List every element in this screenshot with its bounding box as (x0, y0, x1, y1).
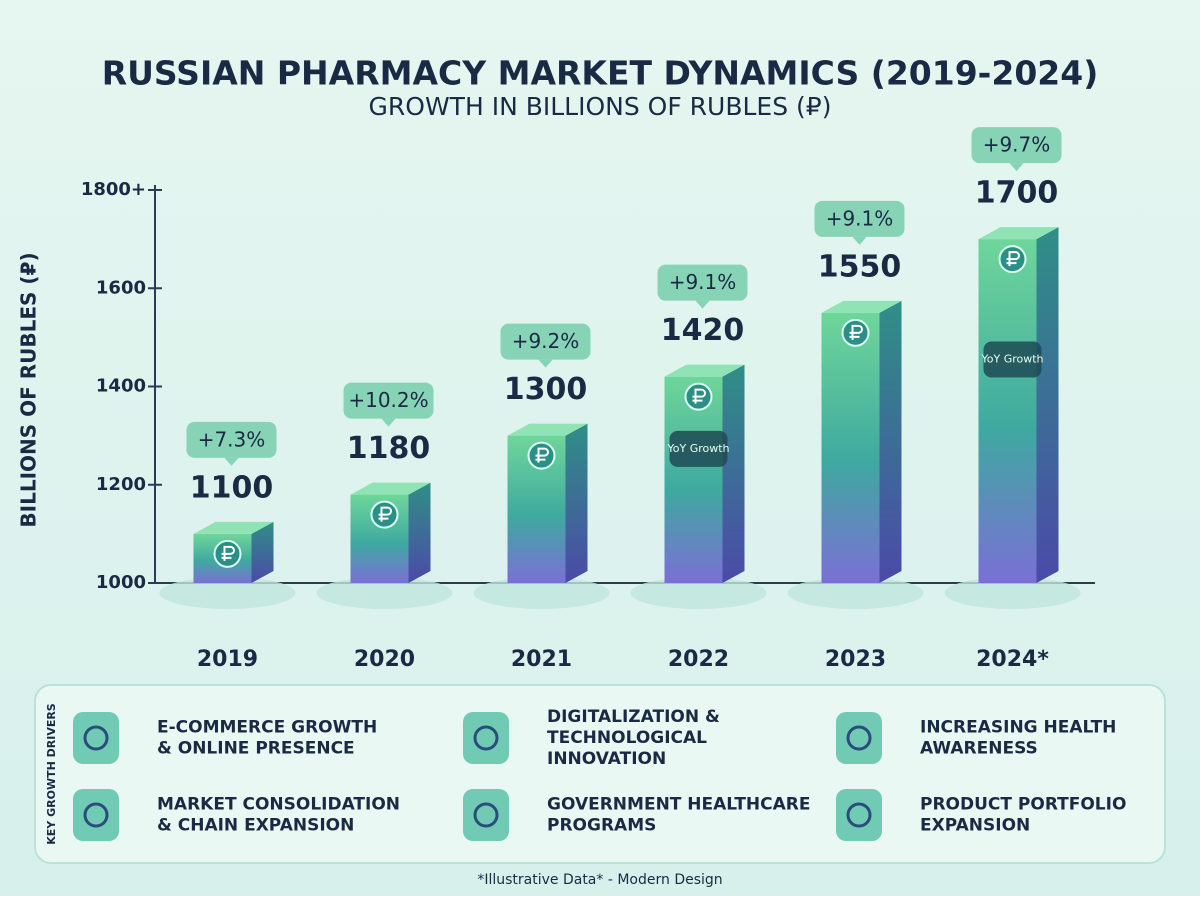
y-tick-label: 1200 (96, 474, 146, 495)
driver-icon-detail (473, 802, 499, 828)
driver-text: GOVERNMENT HEALTHCARE (547, 795, 810, 815)
x-tick-label: 2021 (511, 647, 572, 672)
x-tick-label: 2023 (825, 647, 886, 672)
bar-base (316, 577, 453, 609)
x-tick-label: 2024* (976, 647, 1049, 672)
driver-text: MARKET CONSOLIDATION (157, 795, 400, 815)
y-axis-label: BILLIONS OF RUBLES (₽) (17, 252, 41, 527)
driver-icon-detail (846, 802, 872, 828)
driver-text: TECHNOLOGICAL (547, 728, 707, 748)
value-label: 1100 (190, 470, 274, 505)
driver-icon (73, 789, 119, 841)
value-label: 1420 (661, 313, 745, 348)
driver-text: PROGRAMS (547, 816, 656, 836)
y-tick-label: 1000 (96, 572, 146, 593)
growth-label: +10.2% (348, 388, 428, 412)
driver-icon (836, 712, 882, 764)
bar-side (722, 364, 745, 583)
bar-base (630, 577, 767, 609)
value-label: 1180 (347, 431, 431, 466)
annotation-box (669, 430, 728, 467)
driver-text: & ONLINE PRESENCE (157, 739, 355, 759)
driver-icon-detail (473, 725, 499, 751)
driver-icon (73, 712, 119, 764)
driver-icon (463, 712, 509, 764)
ruble-glyph (378, 506, 392, 522)
ruble-glyph (849, 324, 863, 340)
bubble-pointer (1009, 163, 1024, 172)
y-tick-label: 1800+ (81, 179, 146, 200)
value-label: 1550 (818, 249, 902, 284)
y-tick-label: 1600 (96, 277, 146, 298)
annotation-box (983, 341, 1042, 378)
bar-base (787, 577, 924, 609)
driver-text: & CHAIN EXPANSION (157, 816, 354, 836)
driver-text: INCREASING HEALTH (920, 718, 1116, 738)
bar-top (507, 423, 588, 436)
growth-label: +9.1% (669, 270, 737, 294)
bar (978, 239, 1037, 583)
growth-label: +9.7% (983, 133, 1051, 157)
bar-side (1036, 227, 1059, 583)
chart-subtitle: GROWTH IN BILLIONS OF RUBLES (₽) (369, 92, 832, 121)
value-label: 1700 (975, 176, 1059, 211)
bar-base (944, 577, 1081, 609)
bar-top (664, 364, 745, 377)
bar-top (821, 300, 902, 313)
bar-side (565, 423, 588, 583)
bubble-pointer (538, 359, 553, 368)
driver-text: E-COMMERCE GROWTH (157, 718, 377, 738)
bar-base (473, 577, 610, 609)
ruble-glyph (1006, 251, 1020, 267)
bar-side (408, 482, 431, 583)
footer: *Illustrative Data* - Modern Design (477, 872, 722, 888)
bar-side (251, 521, 274, 583)
annotation: YoY Growth (666, 442, 729, 455)
driver-text: AWARENESS (920, 739, 1038, 759)
growth-label: +7.3% (198, 427, 266, 451)
driver-text: PRODUCT PORTFOLIO (920, 795, 1126, 815)
x-tick-label: 2019 (197, 647, 258, 672)
bar (664, 376, 723, 583)
bubble-pointer (224, 457, 239, 466)
x-tick-label: 2022 (668, 647, 729, 672)
driver-icon (463, 789, 509, 841)
bar-top (193, 521, 274, 534)
bar-top (978, 227, 1059, 240)
bubble-pointer (695, 300, 710, 309)
driver-icon-detail (846, 725, 872, 751)
growth-bubble (186, 421, 277, 458)
bar (821, 312, 880, 583)
growth-bubble (500, 323, 591, 360)
ruble-glyph (535, 447, 549, 463)
growth-bubble (814, 200, 905, 237)
value-label: 1300 (504, 372, 588, 407)
ruble-glyph (221, 545, 235, 561)
annotation: YoY Growth (980, 352, 1043, 365)
drivers-title: KEY GROWTH DRIVERS (45, 703, 58, 845)
bar-top (350, 482, 431, 495)
driver-icon-detail (83, 802, 109, 828)
growth-bubble (657, 264, 748, 301)
x-tick-label: 2020 (354, 647, 415, 672)
driver-text: EXPANSION (920, 816, 1030, 836)
driver-icon-detail (83, 725, 109, 751)
bubble-pointer (852, 236, 867, 245)
bar-base (159, 577, 296, 609)
growth-bubble (343, 382, 434, 419)
driver-icon (836, 789, 882, 841)
growth-label: +9.2% (512, 329, 580, 353)
driver-text: INNOVATION (547, 749, 666, 769)
bar-side (879, 300, 902, 583)
growth-label: +9.1% (826, 206, 894, 230)
driver-text: DIGITALIZATION & (547, 707, 720, 727)
ruble-glyph (692, 388, 706, 404)
drivers-panel (34, 684, 1166, 864)
bubble-pointer (381, 418, 396, 427)
chart-title: RUSSIAN PHARMACY MARKET DYNAMICS (2019-2… (102, 54, 1099, 93)
y-tick-label: 1400 (96, 376, 146, 397)
growth-bubble (971, 127, 1062, 164)
